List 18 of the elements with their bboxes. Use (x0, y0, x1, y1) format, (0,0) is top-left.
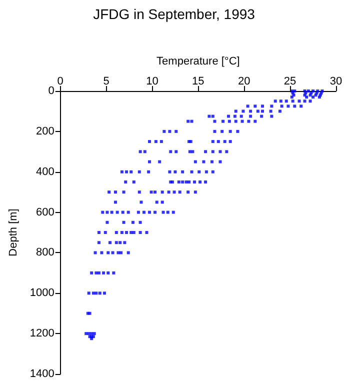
y-tick-label: 800 (36, 246, 54, 259)
y-tick-label: 0 (48, 85, 54, 97)
x-tick-label: 10 (146, 76, 158, 88)
y-tick-label: 200 (36, 125, 54, 138)
y-tick-label: 1400 (30, 368, 54, 380)
x-tick-label: 30 (330, 76, 342, 88)
x-tick-label: 15 (192, 76, 204, 88)
x-tick-label: 20 (238, 76, 250, 88)
x-tick-label: 5 (103, 76, 110, 88)
y-tick-label: 1200 (30, 328, 54, 340)
y-tick-label: 400 (36, 166, 54, 178)
chart-title: JFDG in September, 1993 (93, 6, 256, 22)
x-tick-label: 0 (57, 76, 64, 88)
y-tick-label: 600 (36, 206, 54, 218)
y-tick-label: 1000 (30, 287, 54, 300)
x-axis-title: Temperature [°C] (156, 56, 240, 68)
x-tick-label: 25 (284, 76, 296, 88)
y-axis-title: Depth [m] (8, 208, 20, 256)
